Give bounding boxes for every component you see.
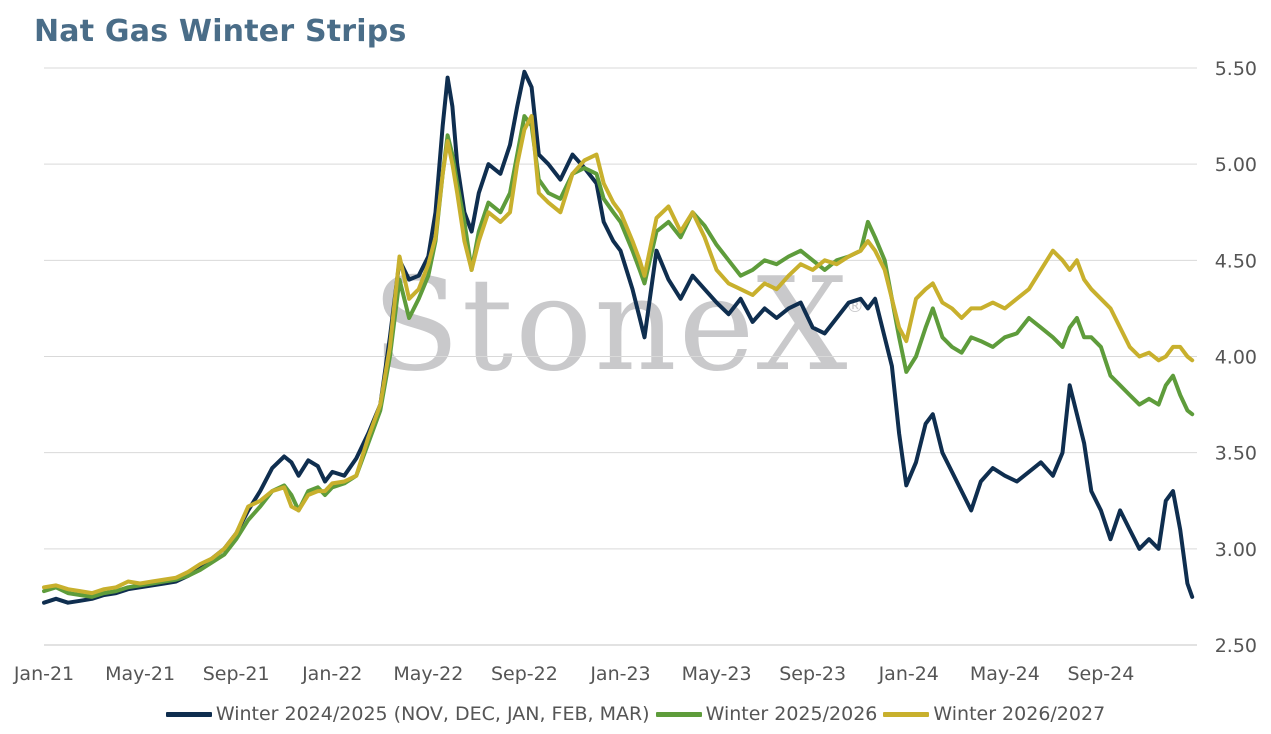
legend-swatch (165, 711, 212, 717)
y-tick-label: 5.00 (1215, 154, 1257, 176)
legend: Winter 2024/2025 (NOV, DEC, JAN, FEB, MA… (0, 703, 1271, 725)
series-lines (42, 69, 1195, 605)
chart-title: Nat Gas Winter Strips (34, 14, 407, 49)
series-line-2 (42, 114, 1195, 596)
y-tick-label: 3.00 (1215, 539, 1257, 561)
legend-label: Winter 2026/2027 (933, 703, 1106, 725)
legend-item-winter-2024-2025: Winter 2024/2025 (NOV, DEC, JAN, FEB, MA… (165, 703, 650, 725)
legend-swatch (655, 711, 702, 717)
y-tick-label: 2.50 (1215, 635, 1257, 657)
x-tick-label: Sep-22 (491, 663, 558, 685)
y-tick-label: 4.00 (1215, 347, 1257, 369)
x-tick-label: Sep-23 (779, 663, 846, 685)
legend-item-winter-2026-2027: Winter 2026/2027 (883, 703, 1105, 725)
x-tick-label: May-24 (970, 663, 1040, 685)
y-tick-label: 4.50 (1215, 250, 1257, 272)
x-tick-label: Sep-24 (1067, 663, 1134, 685)
legend-swatch (883, 711, 930, 717)
legend-label: Winter 2025/2026 (705, 703, 878, 725)
series-line-0 (42, 69, 1195, 605)
legend-item-winter-2025-2026: Winter 2025/2026 (655, 703, 878, 725)
x-axis-ticks: Jan-21 May-21 Sep-21 Jan-22 May-22 Sep-22 Jan-… (13, 663, 1135, 685)
y-tick-label: 5.50 (1215, 58, 1257, 80)
y-axis-ticks: 2.50 3.00 3.50 4.00 4.50 5.00 5.50 (1215, 58, 1257, 657)
x-tick-label: Jan-24 (878, 663, 939, 685)
x-tick-label: May-22 (393, 663, 463, 685)
x-tick-label: May-23 (682, 663, 752, 685)
x-tick-label: Jan-21 (13, 663, 74, 685)
x-tick-label: Jan-23 (589, 663, 650, 685)
gridlines (44, 67, 1197, 646)
x-tick-label: May-21 (105, 663, 175, 685)
stonex-watermark: StoneX (372, 251, 850, 400)
x-tick-label: Jan-22 (301, 663, 362, 685)
legend-label: Winter 2024/2025 (NOV, DEC, JAN, FEB, MA… (215, 703, 650, 725)
y-tick-label: 3.50 (1215, 443, 1257, 465)
x-tick-label: Sep-21 (203, 663, 270, 685)
